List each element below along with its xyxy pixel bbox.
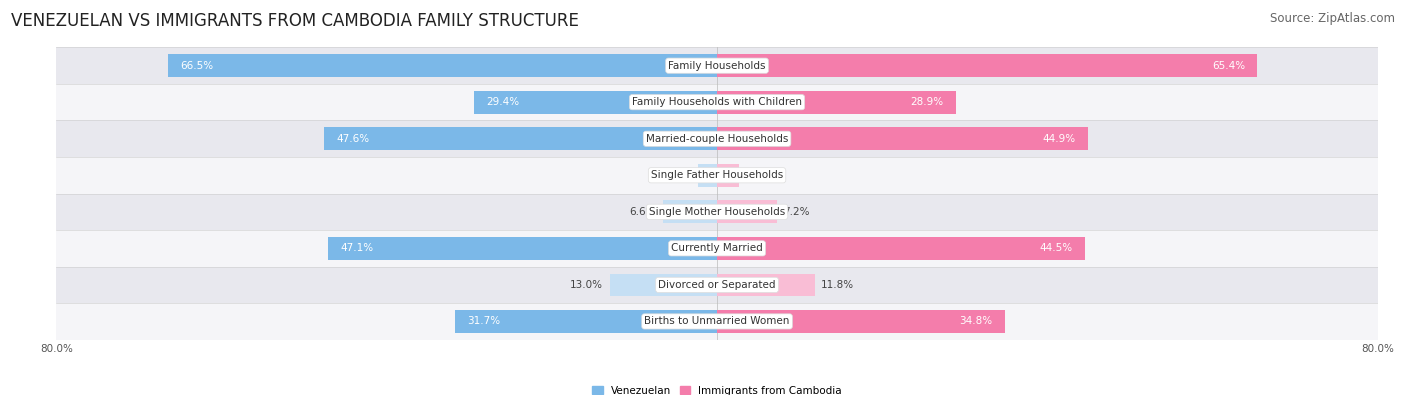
Bar bbox=[697, 164, 717, 186]
Bar bbox=[56, 267, 1378, 303]
Bar bbox=[456, 310, 717, 333]
Text: 34.8%: 34.8% bbox=[959, 316, 993, 326]
Text: 28.9%: 28.9% bbox=[910, 97, 943, 107]
Text: 13.0%: 13.0% bbox=[569, 280, 603, 290]
Text: 2.7%: 2.7% bbox=[747, 170, 772, 180]
Bar bbox=[717, 164, 740, 186]
Bar bbox=[56, 47, 1378, 84]
Bar bbox=[474, 91, 717, 113]
Text: Family Households: Family Households bbox=[668, 61, 766, 71]
Bar bbox=[717, 201, 776, 223]
Text: 47.1%: 47.1% bbox=[340, 243, 374, 253]
Bar bbox=[717, 274, 814, 296]
Text: 11.8%: 11.8% bbox=[821, 280, 855, 290]
Bar bbox=[717, 310, 1004, 333]
Bar bbox=[56, 194, 1378, 230]
Text: Births to Unmarried Women: Births to Unmarried Women bbox=[644, 316, 790, 326]
Legend: Venezuelan, Immigrants from Cambodia: Venezuelan, Immigrants from Cambodia bbox=[589, 382, 845, 395]
Text: 44.5%: 44.5% bbox=[1039, 243, 1073, 253]
Text: VENEZUELAN VS IMMIGRANTS FROM CAMBODIA FAMILY STRUCTURE: VENEZUELAN VS IMMIGRANTS FROM CAMBODIA F… bbox=[11, 12, 579, 30]
Bar bbox=[56, 303, 1378, 340]
Bar bbox=[323, 128, 717, 150]
Text: Family Households with Children: Family Households with Children bbox=[633, 97, 801, 107]
Text: 2.3%: 2.3% bbox=[665, 170, 692, 180]
Bar bbox=[56, 230, 1378, 267]
Text: 65.4%: 65.4% bbox=[1212, 61, 1244, 71]
Bar bbox=[56, 84, 1378, 120]
Bar bbox=[662, 201, 717, 223]
Text: 47.6%: 47.6% bbox=[336, 134, 370, 144]
Text: 7.2%: 7.2% bbox=[783, 207, 810, 217]
Text: 31.7%: 31.7% bbox=[468, 316, 501, 326]
Bar bbox=[717, 91, 956, 113]
Bar bbox=[167, 55, 717, 77]
Text: Single Father Households: Single Father Households bbox=[651, 170, 783, 180]
Text: 44.9%: 44.9% bbox=[1042, 134, 1076, 144]
Bar bbox=[610, 274, 717, 296]
Bar bbox=[717, 55, 1257, 77]
Text: Married-couple Households: Married-couple Households bbox=[645, 134, 789, 144]
Text: Currently Married: Currently Married bbox=[671, 243, 763, 253]
Text: Source: ZipAtlas.com: Source: ZipAtlas.com bbox=[1270, 12, 1395, 25]
Text: 66.5%: 66.5% bbox=[180, 61, 214, 71]
Text: 29.4%: 29.4% bbox=[486, 97, 520, 107]
Bar bbox=[328, 237, 717, 260]
Bar bbox=[56, 120, 1378, 157]
Bar bbox=[56, 157, 1378, 194]
Bar bbox=[717, 237, 1084, 260]
Text: 6.6%: 6.6% bbox=[630, 207, 657, 217]
Text: Divorced or Separated: Divorced or Separated bbox=[658, 280, 776, 290]
Text: Single Mother Households: Single Mother Households bbox=[650, 207, 785, 217]
Bar bbox=[717, 128, 1088, 150]
